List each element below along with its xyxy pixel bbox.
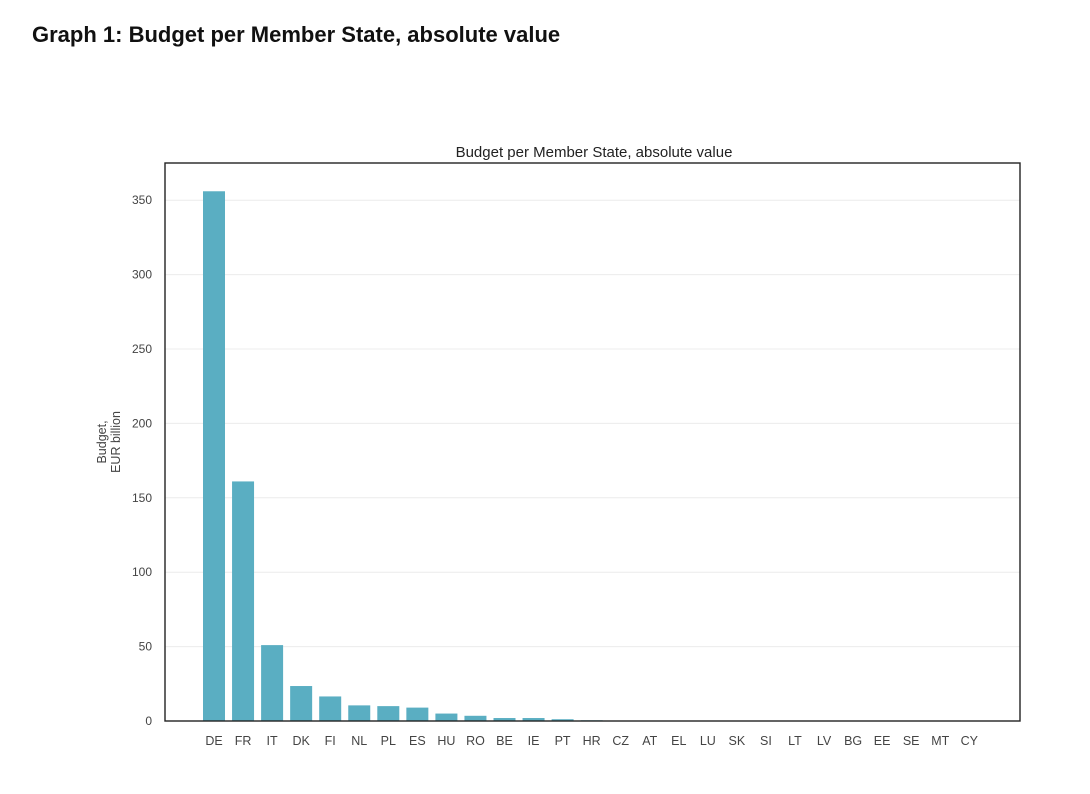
x-tick-label: EE [874,734,891,748]
bar-ro [464,715,487,721]
x-tick-label: LV [817,734,832,748]
y-tick-label: 100 [132,565,152,579]
bars [203,191,981,722]
y-tick-label: 250 [132,342,152,356]
y-ticks: 0 50 100 150 200 250 300 350 [132,193,152,728]
bar-pt [551,719,574,721]
bar-dk [290,686,313,721]
plot-frame [164,162,1021,722]
grid-lines [165,199,1020,648]
x-tick-label: EL [671,734,686,748]
x-tick-label: IT [267,734,278,748]
bar-pl [377,706,400,721]
x-tick-label: DK [292,734,310,748]
x-tick-label: BG [844,734,862,748]
x-tick-label: CZ [612,734,629,748]
y-tick-label: 150 [132,491,152,505]
bar-ie [522,718,545,721]
x-tick-label: SE [903,734,920,748]
x-tick-label: NL [351,734,367,748]
x-tick-label: FI [325,734,336,748]
y-tick-label: 200 [132,416,152,430]
x-tick-label: SK [729,734,746,748]
x-tick-label: PT [555,734,571,748]
x-ticks: DE FR IT DK FI NL PL ES HU RO BE IE PT HR CZ AT EL LU SK SI… [205,734,978,748]
x-tick-label: HR [583,734,601,748]
x-tick-label: MT [931,734,949,748]
bar-de [203,191,225,722]
chart-title: Budget per Member State, absolute value [456,144,733,161]
bar-nl [348,705,371,721]
x-tick-label: PL [381,734,396,748]
x-tick-label: SI [760,734,772,748]
x-tick-label: BE [496,734,513,748]
x-tick-label: IE [528,734,540,748]
x-tick-label: LU [700,734,716,748]
y-tick-label: 300 [132,268,152,282]
x-tick-label: AT [642,734,657,748]
y-axis-label: Budget,EUR billion [95,411,123,473]
x-tick-label: ES [409,734,426,748]
bar-hu [435,713,458,721]
y-tick-label: 350 [132,193,152,207]
bar-es [406,707,429,721]
bar-be [493,718,516,721]
x-tick-label: DE [205,734,222,748]
y-tick-label: 0 [145,714,152,728]
x-tick-label: FR [235,734,252,748]
bar-fr [232,481,255,721]
x-tick-label: RO [466,734,485,748]
x-tick-label: HU [437,734,455,748]
bar-fi [319,696,342,721]
bar-it [261,645,284,721]
x-tick-label: LT [788,734,802,748]
y-axis-title: Budget,EUR billion [95,411,123,473]
y-tick-label: 50 [139,640,153,654]
page-heading: Graph 1: Budget per Member State, absolu… [32,22,561,47]
x-tick-label: CY [961,734,979,748]
